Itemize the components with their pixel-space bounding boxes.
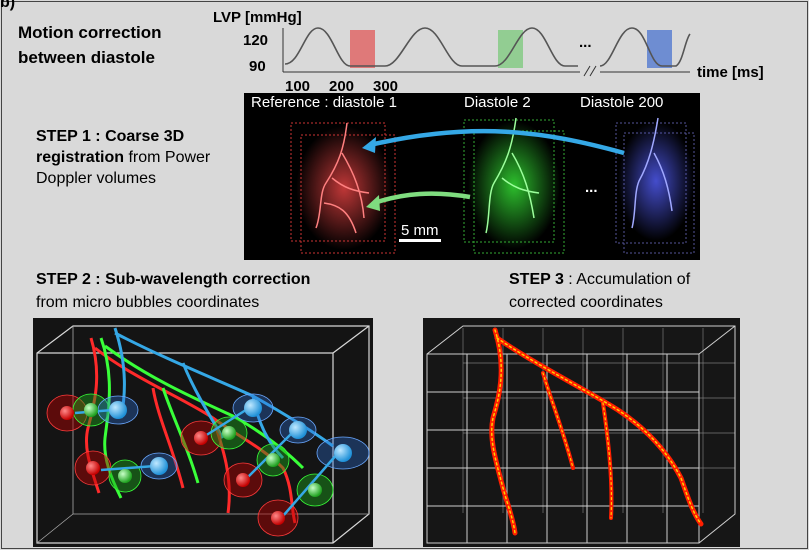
step1-panel: Reference : diastole 1 Diastole 2 Diasto… [244,93,700,260]
vessels-green [99,337,305,499]
lvp-ytick-120: 120 [243,32,269,49]
scale-bar [399,239,441,242]
step1-ellipsis: ... [585,179,598,196]
label-reference: Reference : diastole 1 [251,94,397,111]
arrow-green-to-reference [373,191,471,206]
step2-render [36,325,370,544]
lvp-xtick-300: 300 [373,78,399,95]
panel-label: b) [0,0,16,11]
step3-title: STEP 3 [509,271,564,288]
step3-title-rest: : Accumulation of [563,271,691,288]
step3-line1: STEP 3 : Accumulation of [509,269,690,290]
step2-subtitle: from micro bubbles coordinates [36,294,260,311]
window-diastole-200 [647,30,672,68]
spheres-green [84,403,322,497]
grid-front [426,325,736,544]
accumulated-vessels [489,327,704,536]
spheres-red [60,406,285,525]
volume-diastole-200 [615,117,695,254]
step3-render [426,325,736,544]
scale-bar-label: 5 mm [401,222,439,239]
lvp-ylabel: LVP [mmHg] [213,9,302,26]
header-title-line1: Motion correction [18,23,162,42]
header-title-line2: between diastole [18,48,155,67]
step1-title: STEP 1 : Coarse 3D registration [36,128,185,166]
step1-volumes [290,117,695,254]
window-diastole-2 [498,30,523,68]
lvp-xtick-100: 100 [285,78,311,95]
lvp-trace [284,27,691,67]
window-diastole-1 [350,30,375,68]
label-diastole-2: Diastole 2 [464,94,531,111]
arrow-blue-to-reference [369,128,625,156]
arrow-green-head [366,195,380,211]
step3-line2: corrected coordinates [509,294,663,311]
lvp-xtick-200: 200 [329,78,355,95]
step1-subtitle: from Power Doppler volumes [36,149,211,187]
step2-title: STEP 2 : Sub-wavelength correction [36,271,311,288]
lvp-xlabel: time [ms] [697,64,764,81]
axis-break-icon [583,65,597,77]
lvp-ytick-90: 90 [249,58,266,75]
volume-reference [290,122,396,254]
spheres-blue [109,399,352,475]
arrow-blue-head [362,137,376,153]
step1-description: STEP 1 : Coarse 3D registration from Pow… [36,126,241,189]
lvp-ellipsis: ... [579,34,592,51]
step2-panel [33,318,373,547]
step3-panel [423,318,740,547]
label-diastole-200: Diastole 200 [580,94,664,111]
